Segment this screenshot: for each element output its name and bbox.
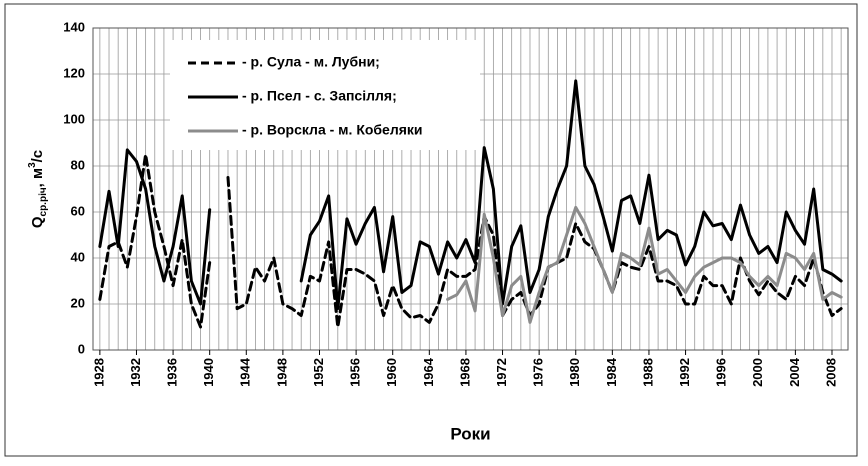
plot-border — [92, 27, 849, 351]
x-tick-label: 2004 — [787, 357, 802, 387]
x-tick-label: 1980 — [567, 358, 582, 387]
x-tick-label: 1968 — [457, 358, 472, 387]
y-tick-label: 20 — [71, 295, 85, 310]
y-axis-label: Qср.річ, м3/с — [27, 150, 49, 228]
x-tick-label: 1956 — [348, 358, 363, 387]
y-tick-label: 60 — [71, 203, 85, 218]
axes: 0 20 40 60 80 100 120 140 1928 1932 1936 1940 1944 19… — [27, 19, 849, 443]
x-tick-label: 1964 — [421, 357, 436, 387]
x-tick-label: 1984 — [604, 357, 619, 387]
legend: - р. Сула - м. Лубни; - р. Псел - с. Запс… — [170, 40, 480, 150]
x-tick-label: 1928 — [91, 358, 106, 387]
y-tick-label: 0 — [78, 341, 85, 356]
y-axis-label-part: /с — [29, 150, 46, 163]
y-tick-label: 40 — [71, 249, 85, 264]
y-axis-label-part: ср.річ — [38, 187, 49, 216]
x-tick-label: 1948 — [274, 358, 289, 387]
y-axis-label-part: Q — [29, 216, 46, 228]
y-tick-label: 80 — [71, 157, 85, 172]
y-tick-label: 100 — [63, 111, 85, 126]
legend-label: - р. Псел - с. Запсілля; — [242, 88, 397, 104]
series-line — [446, 205, 843, 324]
x-tick-label: 1944 — [238, 357, 253, 387]
x-tick-label: 1936 — [165, 358, 180, 387]
x-tick-label: 1996 — [714, 358, 729, 387]
x-tick-label: 2000 — [750, 358, 765, 387]
x-tick-label: 2008 — [823, 358, 838, 387]
y-tick-label: 120 — [63, 65, 85, 80]
x-axis-label: Роки — [450, 424, 490, 443]
x-tick-label: 1972 — [494, 358, 509, 387]
series-line — [98, 79, 843, 311]
x-tick-label: 1992 — [677, 358, 692, 387]
lines — [98, 79, 843, 329]
legend-label: - р. Ворскла - м. Кобеляки — [242, 122, 423, 138]
x-tick-label: 1952 — [311, 358, 326, 387]
x-tick-label: 1988 — [640, 358, 655, 387]
legend-label: - р. Сула - м. Лубни; — [242, 54, 380, 70]
x-tick-label: 1940 — [201, 358, 216, 387]
y-tick-label: 140 — [63, 19, 85, 34]
x-tick-label: 1976 — [531, 358, 546, 387]
y-axis-label-part: 3 — [27, 162, 38, 168]
x-tick-label: 1960 — [384, 358, 399, 387]
y-axis-label-part: , м — [29, 168, 46, 187]
x-tick-label: 1932 — [128, 358, 143, 387]
